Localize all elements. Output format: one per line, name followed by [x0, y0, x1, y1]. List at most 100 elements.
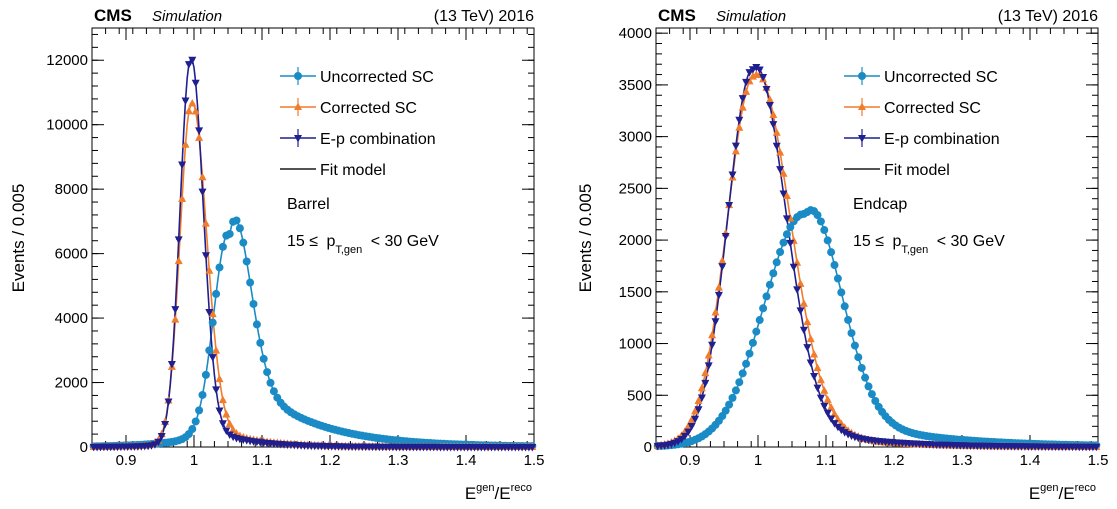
x-tick-label: 1.4	[456, 452, 477, 469]
data-point-uncorrected	[847, 329, 856, 338]
legend-label: Corrected SC	[320, 100, 417, 117]
y-tick-label: 6000	[55, 246, 88, 263]
data-point-uncorrected	[820, 226, 829, 235]
data-point-uncorrected	[263, 368, 272, 377]
data-point-ep	[742, 78, 751, 87]
data-point-corrected	[735, 123, 744, 131]
y-tick-label: 12000	[46, 52, 88, 69]
y-axis: 0 2000 4000 6000 8000 10000 12000	[46, 33, 534, 456]
data-point-corrected	[708, 330, 717, 339]
data-point-uncorrected	[867, 390, 876, 399]
data-point-uncorrected	[776, 248, 785, 257]
data-point-ep	[205, 309, 214, 317]
plot-frame	[655, 27, 1099, 448]
data-point-corrected	[731, 146, 740, 155]
data-point-corrected	[738, 103, 747, 111]
data-point-ep	[154, 438, 163, 447]
cut-label: 15 ≤ pT,gen < 30 GeV	[853, 233, 1005, 256]
x-tick-label: 1.5	[1088, 452, 1109, 469]
data-point-corrected	[691, 406, 700, 415]
legend: Uncorrected SC Corrected SC E-p combinatio…	[844, 67, 1000, 179]
data-point-corrected	[205, 266, 214, 274]
data-point-corrected	[701, 368, 710, 377]
data-point-ep	[799, 326, 808, 335]
experiment-label: CMS	[94, 6, 132, 25]
fit-curve-corrected	[91, 102, 534, 448]
data-point-ep	[225, 431, 234, 439]
data-point-uncorrected	[191, 417, 200, 426]
data-point-ep	[762, 86, 771, 94]
y-tick-label: 3500	[619, 77, 652, 94]
data-point-uncorrected	[728, 393, 737, 402]
data-point-corrected	[776, 148, 785, 156]
data-point-corrected	[208, 309, 217, 318]
data-point-uncorrected	[208, 318, 217, 327]
data-point-ep	[188, 56, 197, 65]
data-point-ep	[212, 386, 221, 394]
data-point-uncorrected	[827, 248, 836, 257]
y-tick-label: 2500	[619, 180, 652, 197]
data-point-ep	[687, 423, 696, 431]
data-point-uncorrected	[235, 224, 244, 233]
data-point-ep	[201, 252, 210, 260]
panel-endcap: CMS Simulation (13 TeV) 2016 0.9 1 1.1 1.2 1…	[576, 6, 1108, 503]
data-point-ep	[191, 79, 200, 88]
legend-label: Fit model	[320, 162, 386, 179]
data-point-corrected	[816, 375, 825, 384]
data-point-ep	[813, 384, 822, 393]
data-point-uncorrected	[850, 341, 859, 350]
legend-marker-corrected	[858, 102, 866, 110]
data-point-uncorrected	[762, 292, 771, 301]
data-point-uncorrected	[731, 386, 740, 395]
legend-marker-uncorrected	[294, 72, 302, 80]
data-point-ep	[178, 161, 187, 170]
data-point-uncorrected	[854, 353, 863, 362]
y-tick-label: 1500	[619, 284, 652, 301]
data-point-corrected	[215, 374, 224, 383]
data-point-corrected	[697, 383, 706, 392]
data-point-uncorrected	[765, 280, 774, 289]
data-point-corrected	[718, 256, 727, 265]
data-point-ep	[198, 188, 207, 197]
data-point-uncorrected	[844, 315, 853, 324]
data-point-corrected	[772, 128, 781, 136]
data-point-corrected	[810, 349, 819, 358]
data-point-corrected	[212, 346, 221, 354]
data-point-ep	[728, 171, 737, 180]
data-point-corrected	[229, 425, 238, 433]
data-point-ep	[164, 398, 173, 407]
data-point-ep	[691, 415, 700, 424]
data-point-ep	[684, 428, 693, 437]
x-tick-label: 1.4	[1020, 452, 1041, 469]
y-axis-title: Events / 0.005	[9, 184, 28, 293]
data-point-uncorrected	[813, 211, 822, 220]
data-point-ep	[181, 97, 190, 105]
data-point-corrected	[174, 256, 183, 265]
x-tick-label: 1.3	[388, 452, 409, 469]
y-axis: 0 500 1000 1500 2000 2500 3000 3500 4000	[619, 25, 1098, 456]
data-point-ep	[779, 190, 788, 199]
data-point-ep	[827, 415, 836, 423]
data-point-uncorrected	[738, 369, 747, 378]
data-point-uncorrected	[864, 382, 873, 391]
y-tick-label: 2000	[619, 232, 652, 249]
data-point-uncorrected	[779, 238, 788, 247]
data-point-uncorrected	[188, 425, 197, 434]
data-point-ep	[694, 406, 703, 414]
data-point-ep	[174, 236, 183, 244]
energy-label: (13 TeV) 2016	[998, 8, 1098, 25]
data-point-uncorrected	[735, 378, 744, 387]
data-point-ep	[752, 64, 761, 72]
region-label: Barrel	[287, 196, 330, 213]
data-point-uncorrected	[252, 320, 261, 329]
y-tick-label: 4000	[619, 25, 652, 42]
data-point-uncorrected	[742, 359, 751, 368]
data-point-corrected	[765, 95, 774, 103]
data-point-ep	[803, 344, 812, 352]
data-point-uncorrected	[755, 316, 764, 325]
data-point-uncorrected	[215, 263, 224, 272]
data-point-ep	[222, 427, 231, 436]
data-point-uncorrected	[239, 238, 248, 247]
data-point-ep	[755, 66, 764, 75]
